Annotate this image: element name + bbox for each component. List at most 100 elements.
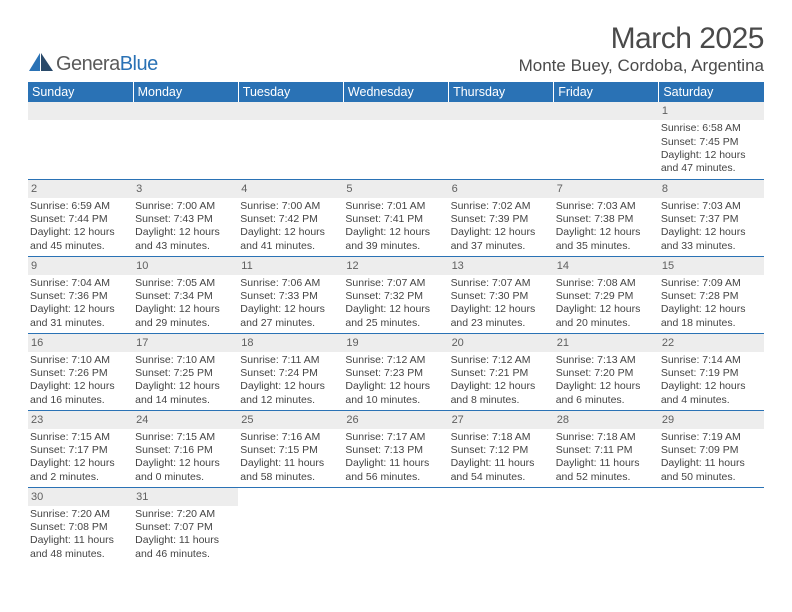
weekday-friday: Friday [554, 82, 659, 102]
sunset-line: Sunset: 7:23 PM [345, 367, 445, 380]
calendar-cell: 24Sunrise: 7:15 AMSunset: 7:16 PMDayligh… [133, 410, 238, 487]
daylight-line-2: and 12 minutes. [240, 394, 340, 407]
calendar-row: 2Sunrise: 6:59 AMSunset: 7:44 PMDaylight… [28, 179, 764, 256]
daylight-line-1: Daylight: 12 hours [240, 226, 340, 239]
daylight-line-1: Daylight: 12 hours [345, 380, 445, 393]
day-number: 5 [343, 180, 448, 198]
calendar-row: 1Sunrise: 6:58 AMSunset: 7:45 PMDaylight… [28, 102, 764, 179]
day-number: 9 [28, 257, 133, 275]
daylight-line-1: Daylight: 12 hours [556, 226, 656, 239]
logo-text: GeneraBlue [56, 53, 158, 76]
calendar-cell: 5Sunrise: 7:01 AMSunset: 7:41 PMDaylight… [343, 179, 448, 256]
sunrise-line: Sunrise: 7:04 AM [30, 277, 130, 290]
sunset-line: Sunset: 7:15 PM [240, 444, 340, 457]
daylight-line-2: and 10 minutes. [345, 394, 445, 407]
daylight-line-1: Daylight: 12 hours [240, 380, 340, 393]
sunset-line: Sunset: 7:32 PM [345, 290, 445, 303]
location: Monte Buey, Cordoba, Argentina [519, 56, 764, 76]
day-number: 13 [449, 257, 554, 275]
header: GeneraBlue March 2025 Monte Buey, Cordob… [28, 22, 764, 76]
daylight-line-2: and 37 minutes. [451, 240, 551, 253]
calendar-row: 9Sunrise: 7:04 AMSunset: 7:36 PMDaylight… [28, 256, 764, 333]
daylight-line-1: Daylight: 11 hours [661, 457, 761, 470]
calendar-cell: 10Sunrise: 7:05 AMSunset: 7:34 PMDayligh… [133, 256, 238, 333]
daylight-line-1: Daylight: 12 hours [451, 380, 551, 393]
day-number: 8 [659, 180, 764, 198]
sunset-line: Sunset: 7:12 PM [451, 444, 551, 457]
sunset-line: Sunset: 7:42 PM [240, 213, 340, 226]
daylight-line-1: Daylight: 12 hours [661, 303, 761, 316]
day-number: 22 [659, 334, 764, 352]
daylight-line-1: Daylight: 12 hours [240, 303, 340, 316]
sunrise-line: Sunrise: 7:10 AM [30, 354, 130, 367]
calendar-cell: 9Sunrise: 7:04 AMSunset: 7:36 PMDaylight… [28, 256, 133, 333]
sunset-line: Sunset: 7:21 PM [451, 367, 551, 380]
day-number: 23 [28, 411, 133, 429]
sunset-line: Sunset: 7:09 PM [661, 444, 761, 457]
calendar-cell: 12Sunrise: 7:07 AMSunset: 7:32 PMDayligh… [343, 256, 448, 333]
weekday-sunday: Sunday [28, 82, 133, 102]
day-number: 27 [449, 411, 554, 429]
day-number: 17 [133, 334, 238, 352]
daylight-line-2: and 16 minutes. [30, 394, 130, 407]
sunrise-line: Sunrise: 6:59 AM [30, 200, 130, 213]
daylight-line-2: and 50 minutes. [661, 471, 761, 484]
calendar-cell: 6Sunrise: 7:02 AMSunset: 7:39 PMDaylight… [449, 179, 554, 256]
calendar-cell: 26Sunrise: 7:17 AMSunset: 7:13 PMDayligh… [343, 410, 448, 487]
sunset-line: Sunset: 7:07 PM [135, 521, 235, 534]
sunrise-line: Sunrise: 7:03 AM [661, 200, 761, 213]
daylight-line-2: and 33 minutes. [661, 240, 761, 253]
daylight-line-1: Daylight: 12 hours [30, 226, 130, 239]
day-number: 26 [343, 411, 448, 429]
daylight-line-1: Daylight: 12 hours [451, 226, 551, 239]
day-number: 29 [659, 411, 764, 429]
day-number: 2 [28, 180, 133, 198]
daylight-line-2: and 58 minutes. [240, 471, 340, 484]
sunrise-line: Sunrise: 7:00 AM [240, 200, 340, 213]
daylight-line-1: Daylight: 12 hours [135, 457, 235, 470]
daylight-line-1: Daylight: 12 hours [135, 380, 235, 393]
calendar-cell [133, 102, 238, 179]
sunset-line: Sunset: 7:29 PM [556, 290, 656, 303]
daylight-line-2: and 20 minutes. [556, 317, 656, 330]
daylight-line-1: Daylight: 12 hours [661, 226, 761, 239]
day-number: 18 [238, 334, 343, 352]
calendar-cell [238, 102, 343, 179]
daylight-line-1: Daylight: 12 hours [345, 303, 445, 316]
sunset-line: Sunset: 7:37 PM [661, 213, 761, 226]
daylight-line-1: Daylight: 11 hours [30, 534, 130, 547]
sunrise-line: Sunrise: 7:00 AM [135, 200, 235, 213]
sunset-line: Sunset: 7:11 PM [556, 444, 656, 457]
sunrise-line: Sunrise: 7:10 AM [135, 354, 235, 367]
calendar-cell: 29Sunrise: 7:19 AMSunset: 7:09 PMDayligh… [659, 410, 764, 487]
sunrise-line: Sunrise: 7:14 AM [661, 354, 761, 367]
sunrise-line: Sunrise: 7:18 AM [451, 431, 551, 444]
daylight-line-2: and 52 minutes. [556, 471, 656, 484]
daylight-line-1: Daylight: 12 hours [556, 380, 656, 393]
calendar-cell: 15Sunrise: 7:09 AMSunset: 7:28 PMDayligh… [659, 256, 764, 333]
calendar-cell [449, 487, 554, 564]
sunrise-line: Sunrise: 7:20 AM [135, 508, 235, 521]
sunrise-line: Sunrise: 7:18 AM [556, 431, 656, 444]
sunrise-line: Sunrise: 7:06 AM [240, 277, 340, 290]
day-number: 6 [449, 180, 554, 198]
sunset-line: Sunset: 7:08 PM [30, 521, 130, 534]
sunrise-line: Sunrise: 7:08 AM [556, 277, 656, 290]
calendar-cell: 20Sunrise: 7:12 AMSunset: 7:21 PMDayligh… [449, 333, 554, 410]
calendar-cell: 28Sunrise: 7:18 AMSunset: 7:11 PMDayligh… [554, 410, 659, 487]
daylight-line-2: and 14 minutes. [135, 394, 235, 407]
daylight-line-2: and 27 minutes. [240, 317, 340, 330]
sunset-line: Sunset: 7:34 PM [135, 290, 235, 303]
day-number: 20 [449, 334, 554, 352]
day-number: 28 [554, 411, 659, 429]
daylight-line-2: and 2 minutes. [30, 471, 130, 484]
daylight-line-2: and 41 minutes. [240, 240, 340, 253]
weekday-tuesday: Tuesday [238, 82, 343, 102]
daylight-line-2: and 0 minutes. [135, 471, 235, 484]
day-number: 24 [133, 411, 238, 429]
sunrise-line: Sunrise: 7:15 AM [135, 431, 235, 444]
day-number: 7 [554, 180, 659, 198]
sunrise-line: Sunrise: 7:05 AM [135, 277, 235, 290]
daylight-line-1: Daylight: 11 hours [451, 457, 551, 470]
calendar-cell [343, 102, 448, 179]
